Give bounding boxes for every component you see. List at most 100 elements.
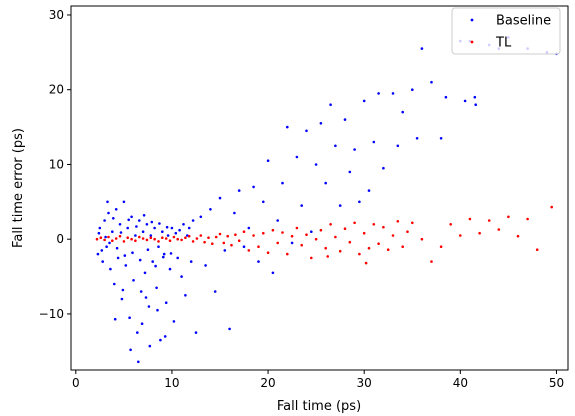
data-point-tl <box>507 215 510 219</box>
data-point-baseline <box>126 226 129 230</box>
data-point-baseline <box>252 185 255 189</box>
data-point-tl <box>305 233 308 236</box>
data-point-tl <box>237 239 241 242</box>
data-point-baseline <box>314 163 318 166</box>
data-point-tl <box>439 245 443 248</box>
data-point-tl <box>134 239 137 242</box>
data-point-tl <box>230 243 233 247</box>
data-point-baseline <box>169 252 173 255</box>
data-point-baseline <box>343 118 347 121</box>
data-point-baseline <box>204 264 207 267</box>
data-point-baseline <box>182 223 185 226</box>
data-point-baseline <box>271 271 275 275</box>
legend-box <box>451 7 561 55</box>
data-point-tl <box>535 248 539 251</box>
data-point-tl <box>199 234 203 237</box>
data-point-baseline <box>223 249 227 252</box>
data-point-baseline <box>439 137 443 140</box>
data-point-baseline <box>170 226 174 230</box>
data-point-baseline <box>155 286 158 290</box>
data-point-baseline <box>276 219 280 222</box>
data-point-baseline <box>131 251 134 254</box>
data-point-baseline <box>295 155 299 159</box>
data-point-baseline <box>108 241 111 245</box>
data-point-tl <box>497 228 501 231</box>
data-point-tl <box>358 252 361 256</box>
data-point-tl <box>226 234 229 238</box>
data-point-tl <box>386 248 390 251</box>
data-point-baseline <box>146 248 150 251</box>
data-point-baseline <box>143 271 147 275</box>
data-point-baseline <box>362 99 366 103</box>
data-point-tl <box>266 251 270 254</box>
data-point-baseline <box>103 219 106 222</box>
data-point-tl <box>114 237 118 240</box>
data-point-baseline <box>382 166 385 170</box>
data-point-baseline <box>162 255 165 259</box>
data-point-baseline <box>148 344 152 348</box>
data-point-baseline <box>157 245 160 248</box>
data-point-baseline <box>96 252 100 256</box>
data-point-baseline <box>300 204 304 207</box>
data-point-baseline <box>310 230 313 233</box>
data-point-baseline <box>141 230 145 233</box>
y-tick-label: −10 <box>39 307 64 321</box>
data-point-tl <box>411 221 414 225</box>
data-point-baseline <box>134 234 137 237</box>
data-point-baseline <box>140 322 144 326</box>
data-point-baseline <box>100 249 104 252</box>
data-point-tl <box>362 231 366 235</box>
data-point-tl <box>550 205 553 209</box>
data-point-baseline <box>153 226 156 230</box>
data-point-baseline <box>187 226 191 230</box>
data-point-tl <box>111 239 114 242</box>
legend-marker-tl <box>470 40 474 44</box>
data-point-tl <box>516 234 520 238</box>
data-point-baseline <box>166 234 170 237</box>
data-point-baseline <box>162 252 166 256</box>
data-point-baseline <box>112 217 115 220</box>
data-point-tl <box>430 260 433 263</box>
data-point-tl <box>103 238 106 242</box>
data-point-tl <box>176 237 179 241</box>
data-point-tl <box>377 242 380 245</box>
data-point-tl <box>343 227 347 230</box>
data-point-tl <box>257 245 260 248</box>
data-point-baseline <box>463 99 467 103</box>
data-point-baseline <box>127 218 130 222</box>
data-point-baseline <box>281 181 284 185</box>
data-point-baseline <box>209 208 212 211</box>
data-point-tl <box>329 223 332 226</box>
data-point-tl <box>138 235 141 239</box>
data-point-baseline <box>353 148 356 151</box>
data-point-baseline <box>138 258 142 262</box>
data-point-baseline <box>113 317 117 321</box>
data-point-tl <box>203 240 206 244</box>
data-point-tl <box>326 255 330 258</box>
data-point-baseline <box>116 256 120 260</box>
data-point-tl <box>222 241 226 245</box>
data-point-baseline <box>151 260 154 263</box>
data-point-baseline <box>120 297 124 301</box>
data-point-baseline <box>101 260 104 263</box>
data-point-baseline <box>180 275 183 278</box>
data-point-tl <box>207 236 210 239</box>
data-point-tl <box>271 228 275 232</box>
data-point-tl <box>153 237 156 241</box>
data-point-tl <box>141 237 145 240</box>
data-point-tl <box>187 234 191 238</box>
y-tick-label: 30 <box>49 8 64 22</box>
y-tick-label: 0 <box>56 232 64 246</box>
legend: Baseline TL <box>451 7 561 55</box>
data-point-baseline <box>262 200 265 204</box>
data-point-baseline <box>98 226 102 230</box>
data-point-tl <box>334 235 337 239</box>
x-tick-label: 20 <box>260 376 275 390</box>
x-tick-label: 0 <box>72 376 80 390</box>
data-point-tl <box>157 240 160 243</box>
points-layer <box>95 36 558 364</box>
data-point-tl <box>214 235 218 239</box>
data-point-tl <box>324 246 328 250</box>
data-point-baseline <box>334 144 337 148</box>
